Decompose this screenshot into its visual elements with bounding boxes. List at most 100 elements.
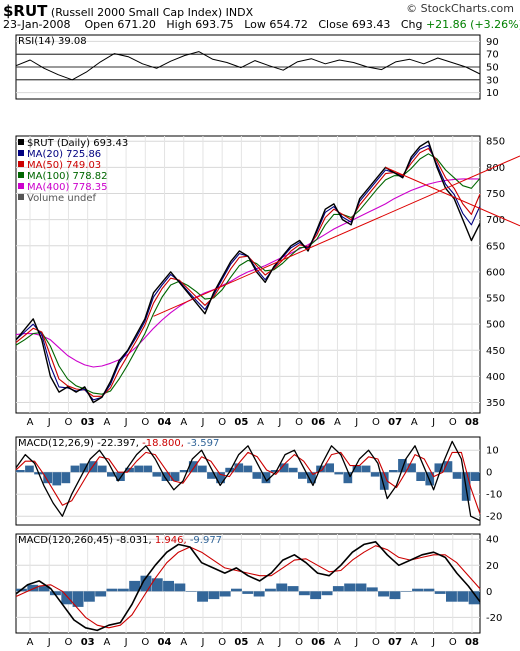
- price-x-tick-label: 03: [81, 417, 95, 428]
- macd-long-histogram-bar: [185, 591, 197, 592]
- macd-long-x-tick-label: O: [64, 637, 72, 648]
- macd-long-x-tick-label: 07: [388, 637, 402, 648]
- price-y-tick-label: 700: [486, 215, 505, 226]
- price-y-tick-label: 400: [486, 372, 505, 383]
- price-x-tick-label: O: [64, 417, 72, 428]
- price-x-tick-label: A: [334, 417, 341, 428]
- macd-long-histogram-bar: [434, 591, 446, 594]
- macd-short-histogram-bar: [470, 472, 480, 481]
- macd-short-histogram-bar: [288, 467, 298, 473]
- macd-long-histogram-bar: [276, 583, 288, 592]
- price-x-tick-label: J: [277, 417, 281, 428]
- chg-label: Chg: [400, 18, 423, 31]
- macd-short-histogram-bar: [452, 472, 462, 479]
- macd-long-macd-line: [15, 540, 481, 632]
- macd-long-x-tick-label: A: [334, 637, 341, 648]
- macd-long-histogram-bar: [366, 587, 378, 592]
- macd-long-histogram-bar: [253, 591, 265, 597]
- chg-value: +21.86 (+3.26%): [425, 18, 520, 31]
- price-legend-swatch: [18, 194, 24, 200]
- macd-long-legend-value: -8.031,: [116, 535, 155, 546]
- macd-long-x-tick-label: J: [354, 637, 358, 648]
- price-x-tick-label: A: [411, 417, 418, 428]
- macd-short-signal-line: [15, 451, 481, 515]
- macd-long-x-tick-label: J: [47, 637, 51, 648]
- macd-short-histogram-bar: [307, 472, 316, 484]
- rsi-y-tick-label: 70: [486, 50, 499, 61]
- price-legend-swatch: [18, 183, 24, 189]
- macd-short-y-tick-label: 0: [486, 468, 492, 479]
- macd-long-histogram-bar: [219, 591, 231, 597]
- macd-long-histogram-bar: [83, 591, 95, 602]
- quote-line: 23-Jan-2008 Open 671.20 High 693.75 Low …: [3, 18, 520, 31]
- macd-long-x-tick-label: O: [141, 637, 149, 648]
- macd-short-histogram-bar: [198, 465, 207, 473]
- macd-long-histogram-bar: [389, 591, 401, 600]
- macd-short-histogram-bar: [152, 472, 162, 477]
- macd-short-histogram-bar: [325, 463, 334, 473]
- macd-short-histogram-bar: [398, 459, 407, 473]
- price-x-tick-label: J: [200, 417, 204, 428]
- macd-long-histogram-bar: [298, 591, 310, 596]
- macd-long-histogram-bar: [50, 591, 61, 596]
- low-value: 654.72: [269, 18, 308, 31]
- macd-short-histogram-bar: [261, 472, 271, 484]
- macd-short-histogram-bar: [170, 472, 180, 481]
- macd-long-x-tick-label: J: [431, 637, 435, 648]
- macd-short-panel: [15, 436, 481, 526]
- chart-title: $RUT (Russell 2000 Small Cap Index) INDX: [3, 2, 253, 20]
- price-series-ma-400--line: [15, 178, 480, 368]
- macd-long-histogram-bar: [231, 588, 242, 592]
- rsi-y-tick-label: 30: [486, 75, 499, 86]
- macd-short-histogram-bar: [379, 472, 389, 490]
- macd-long-histogram-bar: [412, 588, 423, 592]
- macd-long-y-tick-label: 40: [486, 535, 499, 546]
- macd-long-x-tick-label: A: [257, 637, 264, 648]
- price-trend-line: [153, 155, 520, 317]
- rsi-y-tick-label: 10: [486, 88, 499, 99]
- price-y-tick-label: 450: [486, 346, 505, 357]
- price-x-tick-label: J: [431, 417, 435, 428]
- macd-long-histogram-bar: [95, 591, 107, 597]
- macd-long-x-tick-label: O: [218, 637, 226, 648]
- macd-long-histogram-bar: [208, 591, 220, 600]
- macd-long-x-tick-label: 05: [234, 637, 248, 648]
- macd-short-histogram-bar: [370, 472, 380, 477]
- price-legend-entry: MA(400) 778.35: [27, 182, 108, 193]
- macd-short-histogram-bar: [216, 472, 225, 484]
- macd-long-histogram-bar: [27, 584, 39, 592]
- rsi-series-line: [15, 51, 481, 81]
- macd-long-histogram-bar: [72, 591, 84, 607]
- macd-long-histogram-bar: [106, 588, 118, 592]
- macd-long-x-tick-label: A: [27, 637, 34, 648]
- open-value: 671.20: [117, 18, 156, 31]
- macd-short-histogram-bar: [143, 465, 153, 473]
- macd-long-histogram-bar: [242, 591, 254, 594]
- high-value: 693.75: [195, 18, 234, 31]
- price-y-tick-label: 650: [486, 241, 505, 252]
- macd-long-histogram-bar: [265, 588, 276, 592]
- macd-short-histogram-bar: [334, 472, 344, 475]
- price-legend-entry: MA(20) 725.86: [27, 149, 101, 160]
- macd-long-x-tick-label: A: [411, 637, 418, 648]
- macd-long-histogram-bar: [174, 583, 186, 592]
- macd-short-histogram-bar: [79, 463, 89, 473]
- macd-short-histogram-bar: [161, 472, 171, 481]
- macd-long-x-tick-label: J: [277, 637, 281, 648]
- macd-long-histogram-bar: [423, 588, 435, 592]
- price-x-tick-label: 05: [234, 417, 248, 428]
- macd-long-x-tick-label: 06: [311, 637, 325, 648]
- low-label: Low: [244, 18, 266, 31]
- symbol: $RUT: [3, 2, 48, 20]
- price-x-tick-label: A: [180, 417, 187, 428]
- macd-short-histogram-bar: [61, 472, 71, 484]
- price-x-tick-label: O: [295, 417, 303, 428]
- macd-short-histogram-bar: [279, 463, 289, 473]
- stockcharts-brand[interactable]: © StockCharts.com: [406, 2, 514, 15]
- macd-long-histogram-bar: [332, 586, 344, 592]
- price-x-tick-label: O: [218, 417, 226, 428]
- macd-long-histogram-bar: [457, 591, 469, 602]
- macd-short-histogram-bar: [134, 465, 143, 473]
- macd-long-legend-value: 1.946,: [155, 535, 190, 546]
